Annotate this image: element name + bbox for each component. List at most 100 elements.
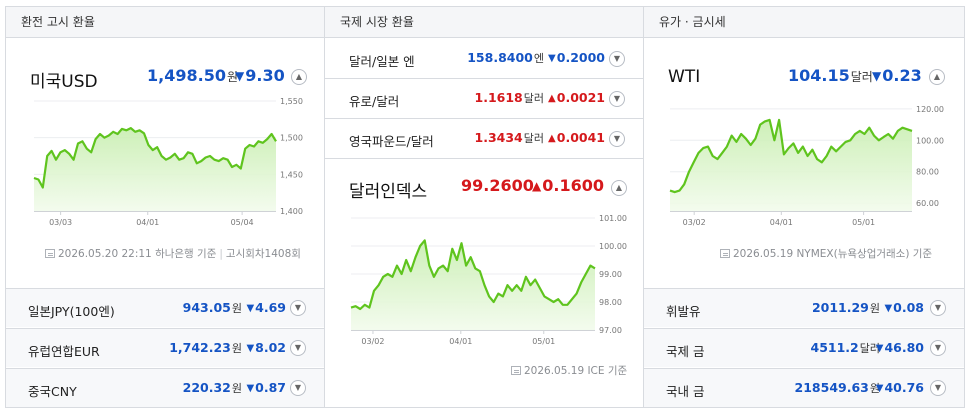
pair-change: ▲0.0041 — [548, 130, 605, 145]
usd-feature[interactable]: 미국USD 1,498.50원 ▼9.30 ▲ 1,550 1,500 1,450 1… — [6, 38, 324, 288]
y-tick-label: 80.00 — [916, 168, 939, 177]
item-name: 일본JPY(100엔) — [28, 304, 115, 319]
list-item[interactable]: 국제 금 4511.2달러 ▼46.80 ▼ — [644, 328, 964, 367]
currency-name: 미국USD — [30, 72, 98, 92]
chevron-down-icon[interactable]: ▼ — [930, 340, 946, 356]
wti-chart: 120.00 100.00 80.00 60.00 03/02 04/01 05/01 — [669, 105, 944, 227]
list-item[interactable]: 영국파운드/달러 1.3434달러 ▲0.0041 ▼ — [325, 119, 643, 159]
x-tick-label: 05/04 — [231, 218, 254, 227]
list-item[interactable]: 유로/달러 1.1618달러 ▲0.0021 ▼ — [325, 79, 643, 119]
area-fill — [670, 119, 912, 211]
item-value: 218549.63원 — [794, 380, 880, 395]
item-value: 943.05원 — [182, 300, 242, 315]
item-name: 유럽연합EUR — [28, 344, 100, 359]
wti-feature[interactable]: WTI 104.15달러 ▼0.23 ▲ 120.00 100.00 80.00 60… — [644, 38, 964, 288]
commodity-name: WTI — [668, 67, 701, 87]
y-tick-label: 1,550 — [280, 97, 303, 106]
item-name: 중국CNY — [28, 384, 77, 399]
price: 104.15달러 — [788, 66, 873, 85]
list-item[interactable]: 국내 금 218549.63원 ▼40.76 ▼ — [644, 368, 964, 407]
item-name: 휘발유 — [666, 304, 701, 319]
x-tick-label: 04/01 — [136, 218, 159, 227]
pair-change: ▼0.2000 — [548, 50, 605, 65]
dollar-index-chart: 101.00 100.00 99.00 98.00 97.00 03/02 04/01 05/… — [350, 214, 627, 346]
price: 99.2600 — [461, 176, 534, 195]
y-tick-label: 1,450 — [280, 170, 303, 179]
list-item[interactable]: 중국CNY 220.32원 ▼0.87 ▼ — [6, 368, 324, 407]
international-market-panel: 국제 시장 환율 달러/일본 엔 158.8400엔 ▼0.2000 ▼ 유로/달러 1.… — [325, 6, 644, 408]
usd-chart: 1,550 1,500 1,450 1,400 03/03 04/01 05/04 — [33, 97, 303, 227]
x-tick-label: 04/01 — [449, 337, 472, 346]
source-info: 2026.05.19 ICE 기준 — [511, 363, 627, 378]
down-triangle-icon: ▼ — [246, 303, 255, 314]
x-tick-label: 05/01 — [852, 218, 875, 227]
chevron-down-icon[interactable]: ▼ — [930, 380, 946, 396]
price: 1,498.50원 — [147, 66, 238, 85]
list-item[interactable]: 유럽연합EUR 1,742.23원 ▼8.02 ▼ — [6, 328, 324, 367]
item-value: 4511.2달러 — [810, 340, 881, 355]
dollar-index-feature[interactable]: 달러인덱스 99.2600 ▲0.1600 ▲ 101.00 100.00 99.0… — [325, 160, 643, 400]
y-tick-label: 100.00 — [599, 242, 627, 251]
panel-header: 환전 고시 환율 — [6, 7, 324, 38]
panel-header: 국제 시장 환율 — [325, 7, 643, 38]
oil-gold-panel: 유가 · 금시세 WTI 104.15달러 ▼0.23 ▲ 120.00 100.… — [644, 6, 965, 408]
item-name: 국내 금 — [666, 384, 705, 399]
x-tick-label: 04/01 — [770, 218, 793, 227]
panel-header: 유가 · 금시세 — [644, 7, 964, 38]
chevron-down-icon[interactable]: ▼ — [930, 300, 946, 316]
item-change: ▼0.87 — [246, 380, 286, 395]
change-value: ▲0.1600 — [532, 176, 604, 195]
item-change: ▼0.08 — [884, 300, 924, 315]
item-value: 220.32원 — [182, 380, 242, 395]
pair-name: 달러/일본 엔 — [349, 54, 415, 69]
chevron-down-icon[interactable]: ▼ — [290, 340, 306, 356]
document-icon — [511, 366, 521, 375]
x-tick-label: 05/01 — [532, 337, 555, 346]
pair-change: ▲0.0021 — [548, 90, 605, 105]
chevron-up-icon[interactable]: ▲ — [611, 180, 627, 196]
chevron-down-icon[interactable]: ▼ — [609, 51, 625, 67]
pair-value: 1.3434달러 — [474, 130, 545, 145]
pair-name: 영국파운드/달러 — [349, 134, 434, 149]
exchange-rate-panel: 환전 고시 환율 미국USD 1,498.50원 ▼9.30 ▲ 1,550 1,… — [5, 6, 325, 408]
list-item[interactable]: 달러/일본 엔 158.8400엔 ▼0.2000 ▼ — [325, 39, 643, 79]
source-info: 2026.05.20 22:11 하나은행 기준 | 고시회차1408회 — [45, 246, 301, 261]
change-value: ▼9.30 — [235, 66, 285, 85]
item-change: ▼46.80 — [875, 340, 924, 355]
chevron-up-icon[interactable]: ▲ — [929, 69, 945, 85]
pair-value: 1.1618달러 — [474, 90, 545, 105]
y-tick-label: 1,500 — [280, 134, 303, 143]
y-tick-label: 99.00 — [599, 270, 622, 279]
item-value: 1,742.23원 — [169, 340, 242, 355]
area-fill — [351, 240, 595, 330]
list-item[interactable]: 일본JPY(100엔) 943.05원 ▼4.69 ▼ — [6, 288, 324, 327]
y-tick-label: 100.00 — [916, 136, 944, 145]
change-value: ▼0.23 — [872, 66, 922, 85]
list-item[interactable]: 휘발유 2011.29원 ▼0.08 ▼ — [644, 288, 964, 327]
chevron-down-icon[interactable]: ▼ — [290, 300, 306, 316]
item-change: ▼4.69 — [246, 300, 286, 315]
source-info: 2026.05.19 NYMEX(뉴욕상업거래소) 기준 — [720, 246, 932, 261]
chevron-down-icon[interactable]: ▼ — [609, 131, 625, 147]
pair-name: 유로/달러 — [349, 94, 400, 109]
item-change: ▼8.02 — [246, 340, 286, 355]
down-triangle-icon: ▼ — [872, 69, 882, 83]
y-tick-label: 101.00 — [599, 214, 627, 223]
down-triangle-icon: ▼ — [875, 383, 884, 394]
y-tick-label: 120.00 — [916, 105, 944, 114]
chevron-down-icon[interactable]: ▼ — [609, 91, 625, 107]
chevron-down-icon[interactable]: ▼ — [290, 380, 306, 396]
x-tick-label: 03/02 — [361, 337, 384, 346]
x-tick-label: 03/03 — [49, 218, 72, 227]
up-triangle-icon: ▲ — [532, 179, 542, 193]
y-tick-label: 98.00 — [599, 298, 622, 307]
down-triangle-icon: ▼ — [246, 343, 255, 354]
x-tick-label: 03/02 — [683, 218, 706, 227]
chevron-up-icon[interactable]: ▲ — [291, 69, 307, 85]
series-line — [33, 127, 277, 189]
item-name: 국제 금 — [666, 344, 705, 359]
item-change: ▼40.76 — [875, 380, 924, 395]
pair-value: 158.8400엔 — [467, 50, 544, 65]
item-value: 2011.29원 — [811, 300, 880, 315]
document-icon — [45, 249, 55, 258]
